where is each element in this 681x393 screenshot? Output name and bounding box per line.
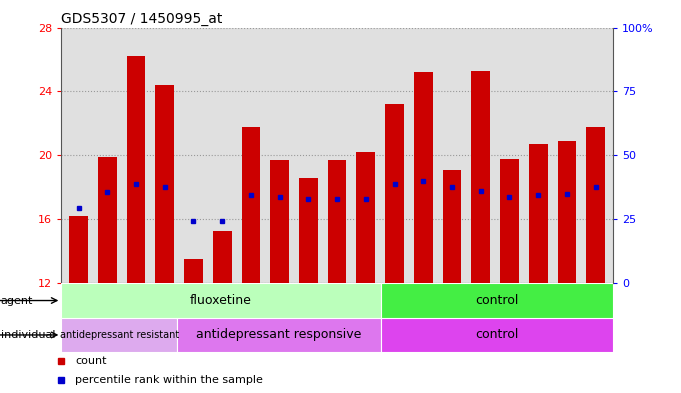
Text: count: count [75, 356, 107, 366]
Bar [471, 71, 490, 283]
Bar [242, 127, 260, 283]
Text: control: control [475, 329, 518, 342]
Bar [529, 144, 548, 283]
Bar [586, 127, 605, 283]
Bar [184, 259, 203, 283]
Text: antidepressant responsive: antidepressant responsive [196, 329, 362, 342]
Bar [61, 283, 381, 318]
Bar [69, 216, 88, 283]
Bar [155, 85, 174, 283]
Bar [270, 160, 289, 283]
Text: percentile rank within the sample: percentile rank within the sample [75, 375, 263, 385]
Bar [178, 318, 381, 352]
Bar [385, 104, 404, 283]
Text: fluoxetine: fluoxetine [190, 294, 252, 307]
Bar [127, 56, 145, 283]
Bar [328, 160, 347, 283]
Text: individual: individual [1, 330, 55, 340]
Bar [414, 72, 432, 283]
Bar [558, 141, 576, 283]
Bar [381, 318, 613, 352]
Bar [500, 159, 519, 283]
Bar [61, 318, 178, 352]
Bar [299, 178, 318, 283]
Bar [356, 152, 375, 283]
Bar [443, 170, 461, 283]
Text: antidepressant resistant: antidepressant resistant [60, 330, 179, 340]
Text: GDS5307 / 1450995_at: GDS5307 / 1450995_at [61, 13, 223, 26]
Text: control: control [475, 294, 518, 307]
Bar [98, 157, 116, 283]
Bar [213, 231, 232, 283]
Text: agent: agent [1, 296, 33, 305]
Bar [381, 283, 613, 318]
